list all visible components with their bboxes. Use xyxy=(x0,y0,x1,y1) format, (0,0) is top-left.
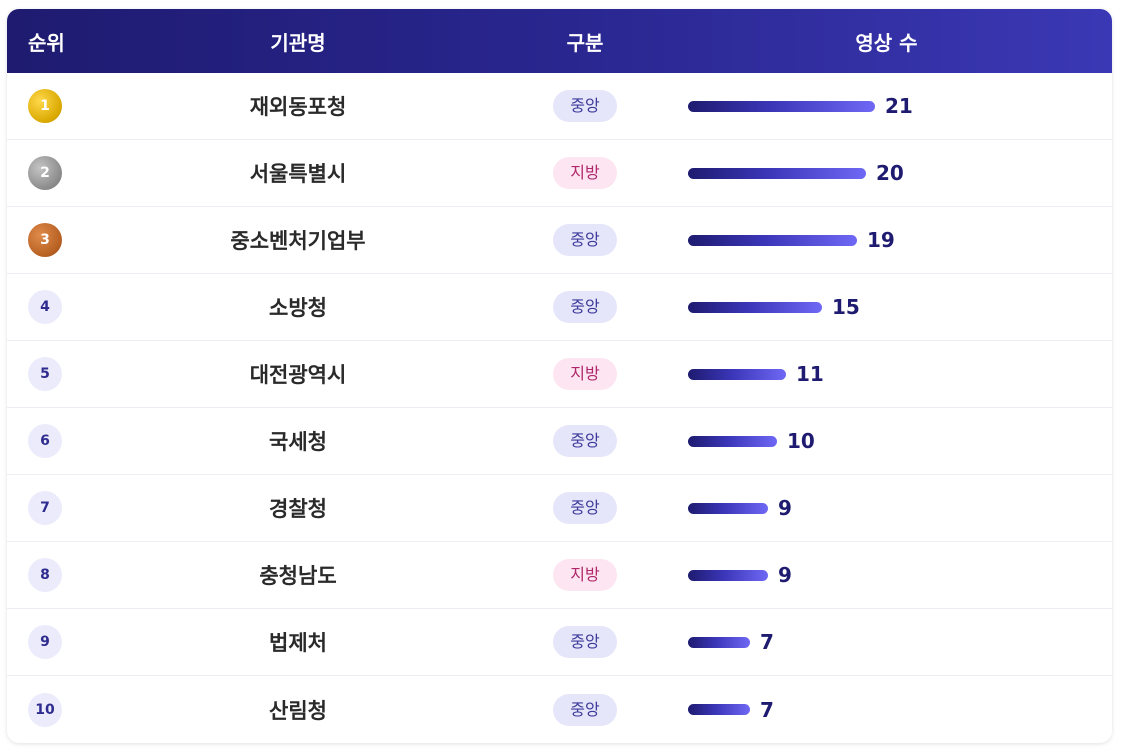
silver-medal-badge: 2 xyxy=(28,156,62,190)
table-row: 9 법제처 중앙 7 xyxy=(7,609,1112,676)
type-cell: 지방 xyxy=(509,358,661,390)
ranking-table: 순위 기관명 구분 영상 수 1 재외동포청 중앙 21 2 서울특별시 지방 20 3 중소벤처… xyxy=(7,9,1112,743)
count-bar xyxy=(688,569,768,581)
table-row: 3 중소벤처기업부 중앙 19 xyxy=(7,207,1112,274)
type-cell: 지방 xyxy=(509,559,661,591)
count-value: 9 xyxy=(778,496,792,520)
local-type-badge: 지방 xyxy=(553,559,617,591)
rank-badge: 5 xyxy=(28,357,62,391)
table-body: 1 재외동포청 중앙 21 2 서울특별시 지방 20 3 중소벤처기업부 중앙 19 4 소방청 중앙 15… xyxy=(7,73,1112,743)
rank-cell: 3 xyxy=(7,223,87,257)
count-bar xyxy=(688,502,768,514)
count-cell: 11 xyxy=(661,362,1112,386)
header-rank: 순위 xyxy=(28,30,65,55)
bronze-medal-badge: 3 xyxy=(28,223,62,257)
type-cell: 중앙 xyxy=(509,626,661,658)
header-name: 기관명 xyxy=(270,30,326,55)
rank-cell: 6 xyxy=(7,424,87,458)
count-bar xyxy=(688,100,875,112)
count-value: 9 xyxy=(778,563,792,587)
count-cell: 9 xyxy=(661,496,1112,520)
rank-badge: 8 xyxy=(28,558,62,592)
rank-cell: 1 xyxy=(7,89,87,123)
count-cell: 21 xyxy=(661,94,1112,118)
central-type-badge: 중앙 xyxy=(553,90,617,122)
agency-name: 소방청 xyxy=(269,296,327,320)
rank-badge: 4 xyxy=(28,290,62,324)
agency-name: 경찰청 xyxy=(269,497,327,521)
central-type-badge: 중앙 xyxy=(553,291,617,323)
header-type: 구분 xyxy=(566,30,604,55)
count-cell: 9 xyxy=(661,563,1112,587)
agency-name: 법제처 xyxy=(269,631,327,655)
table-row: 10 산림청 중앙 7 xyxy=(7,676,1112,743)
agency-name: 재외동포청 xyxy=(249,95,347,119)
type-cell: 중앙 xyxy=(509,291,661,323)
type-cell: 중앙 xyxy=(509,224,661,256)
table-row: 5 대전광역시 지방 11 xyxy=(7,341,1112,408)
rank-cell: 9 xyxy=(7,625,87,659)
central-type-badge: 중앙 xyxy=(553,224,617,256)
rank-badge: 6 xyxy=(28,424,62,458)
table-row: 4 소방청 중앙 15 xyxy=(7,274,1112,341)
count-bar xyxy=(688,435,777,447)
header-count: 영상 수 xyxy=(855,30,918,55)
rank-cell: 2 xyxy=(7,156,87,190)
table-row: 6 국세청 중앙 10 xyxy=(7,408,1112,475)
rank-cell: 4 xyxy=(7,290,87,324)
agency-name: 충청남도 xyxy=(259,564,337,588)
rank-cell: 10 xyxy=(7,692,87,727)
count-bar xyxy=(688,636,750,648)
count-cell: 15 xyxy=(661,295,1112,319)
rank-badge: 10 xyxy=(28,692,62,727)
agency-name: 서울특별시 xyxy=(249,162,347,186)
table-header: 순위 기관명 구분 영상 수 xyxy=(7,9,1112,73)
count-bar xyxy=(688,234,857,246)
count-bar xyxy=(688,704,750,715)
type-cell: 중앙 xyxy=(509,90,661,122)
count-bar xyxy=(688,368,786,380)
count-value: 7 xyxy=(760,697,774,722)
local-type-badge: 지방 xyxy=(553,358,617,390)
central-type-badge: 중앙 xyxy=(553,626,617,658)
agency-name: 대전광역시 xyxy=(249,363,347,387)
count-cell: 20 xyxy=(661,161,1112,185)
rank-cell: 8 xyxy=(7,558,87,592)
rank-badge: 7 xyxy=(28,491,62,525)
count-cell: 7 xyxy=(661,630,1112,654)
count-value: 10 xyxy=(787,429,815,453)
count-cell: 7 xyxy=(661,698,1112,722)
table-row: 8 충청남도 지방 9 xyxy=(7,542,1112,609)
rank-cell: 7 xyxy=(7,491,87,525)
count-value: 7 xyxy=(760,630,774,654)
agency-name: 산림청 xyxy=(269,698,327,723)
central-type-badge: 중앙 xyxy=(553,693,617,726)
gold-medal-badge: 1 xyxy=(28,89,62,123)
count-value: 21 xyxy=(885,94,913,118)
count-value: 15 xyxy=(832,295,860,319)
rank-cell: 5 xyxy=(7,357,87,391)
type-cell: 중앙 xyxy=(509,693,661,726)
table-row: 7 경찰청 중앙 9 xyxy=(7,475,1112,542)
rank-badge: 9 xyxy=(28,625,62,659)
count-value: 20 xyxy=(876,161,904,185)
count-bar xyxy=(688,301,822,313)
count-cell: 10 xyxy=(661,429,1112,453)
count-bar xyxy=(688,167,866,179)
table-row: 1 재외동포청 중앙 21 xyxy=(7,73,1112,140)
agency-name: 중소벤처기업부 xyxy=(230,229,366,253)
central-type-badge: 중앙 xyxy=(553,492,617,524)
central-type-badge: 중앙 xyxy=(553,425,617,457)
count-value: 19 xyxy=(867,228,895,252)
type-cell: 지방 xyxy=(509,157,661,189)
count-cell: 19 xyxy=(661,228,1112,252)
type-cell: 중앙 xyxy=(509,492,661,524)
local-type-badge: 지방 xyxy=(553,157,617,189)
agency-name: 국세청 xyxy=(269,430,327,454)
type-cell: 중앙 xyxy=(509,425,661,457)
count-value: 11 xyxy=(796,362,824,386)
table-row: 2 서울특별시 지방 20 xyxy=(7,140,1112,207)
